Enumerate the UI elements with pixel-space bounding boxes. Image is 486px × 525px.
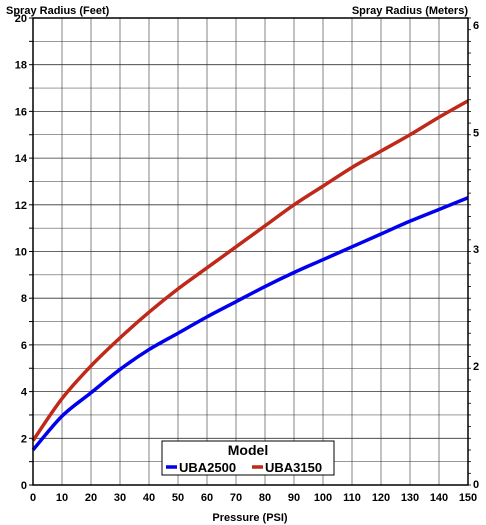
y-right-tick-label: 2 [473, 361, 479, 373]
x-tick-label: 130 [401, 492, 419, 504]
x-tick-label: 80 [259, 492, 271, 504]
y-tick-label: 16 [15, 106, 27, 118]
y-right-tick-label: 0 [473, 479, 479, 491]
series-line-uba3150 [31, 99, 469, 442]
x-tick-label: 140 [430, 492, 448, 504]
x-axis-title: Pressure (PSI) [212, 512, 288, 524]
y-tick-label: 20 [15, 13, 27, 25]
legend-label-uba2500: UBA2500 [179, 460, 236, 475]
y-tick-label: 18 [15, 60, 27, 72]
y-tick-label: 2 [21, 433, 27, 445]
x-tick-label: 100 [314, 492, 332, 504]
y-tick-label: 6 [21, 340, 27, 352]
y-tick-label: 14 [15, 153, 28, 165]
y-tick-label: 12 [15, 200, 27, 212]
plot-frame [32, 17, 469, 486]
y-tick-label: 4 [21, 387, 28, 399]
x-tick-label: 20 [85, 492, 97, 504]
series-line-uba2500 [31, 196, 469, 452]
series-lines [31, 99, 469, 452]
legend-label-uba3150: UBA3150 [265, 460, 322, 475]
x-tick-label: 120 [372, 492, 390, 504]
x-tick-label: 40 [143, 492, 155, 504]
legend-title: Model [228, 442, 268, 458]
x-tick-label: 0 [30, 492, 36, 504]
tick-labels: 0 10 20 30 40 50 60 70 80 90 100 110 120 130 140 150024… [15, 13, 479, 504]
y-tick-label: 0 [21, 480, 27, 492]
x-tick-label: 30 [114, 492, 126, 504]
x-tick-label: 10 [56, 492, 68, 504]
y-tick-label: 10 [15, 247, 27, 259]
y-axis-right-title: Spray Radius (Meters) [352, 5, 468, 17]
x-tick-label: 90 [288, 492, 300, 504]
y-right-tick-label: 6 [473, 20, 479, 32]
grid [29, 17, 471, 486]
y-axis-left-title: Spray Radius (Feet) [6, 5, 110, 17]
x-tick-label: 50 [172, 492, 184, 504]
x-tick-label: 70 [230, 492, 242, 504]
legend-box [161, 440, 335, 476]
legend: Model UBA2500 UBA3150 [161, 440, 335, 476]
x-tick-label: 150 [459, 492, 477, 504]
x-tick-label: 110 [343, 492, 361, 504]
x-tick-label: 60 [201, 492, 213, 504]
y-right-tick-label: 3 [473, 244, 479, 256]
y-tick-label: 8 [21, 293, 27, 305]
y-right-tick-label: 5 [473, 127, 479, 139]
